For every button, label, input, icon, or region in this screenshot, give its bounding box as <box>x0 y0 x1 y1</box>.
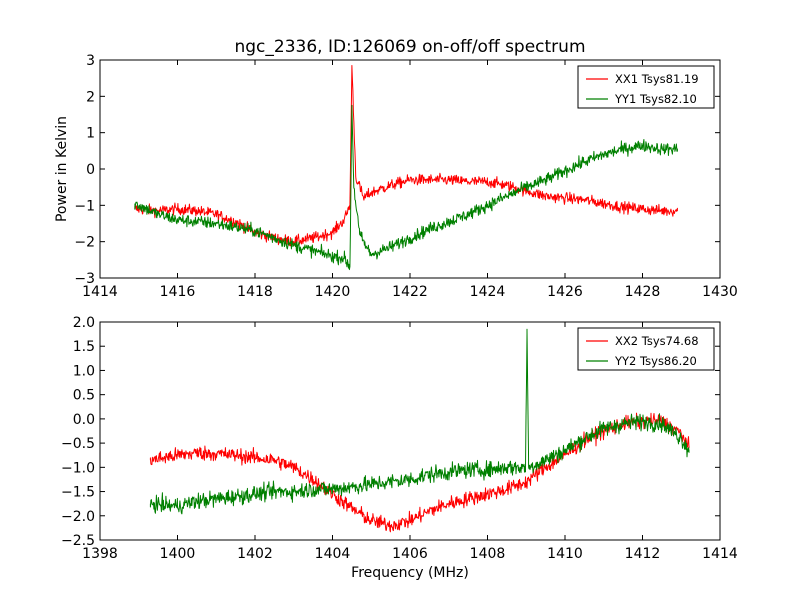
top-y-tick-label: 1 <box>86 126 95 142</box>
bottom-y-tick-label: −1.0 <box>61 460 95 476</box>
bottom-x-tick-label: 1398 <box>82 546 118 562</box>
top-y-tick-label: 0 <box>86 162 95 178</box>
top-x-tick-label: 1416 <box>160 284 196 300</box>
bottom-y-tick-label: 1.0 <box>73 363 95 379</box>
bottom-series-layer <box>149 328 690 533</box>
top-legend: XX1 Tsys81.19 YY1 Tsys82.10 <box>577 65 715 109</box>
top-x-tick-label: 1424 <box>470 284 506 300</box>
top-series-layer <box>134 65 678 271</box>
bottom-x-tick-label: 1408 <box>470 546 506 562</box>
bottom-x-tick-label: 1402 <box>237 546 273 562</box>
bottom-y-tick-label: 2.0 <box>73 315 95 331</box>
bottom-x-tick-label: 1404 <box>315 546 351 562</box>
top-spectrum-panel: 1414 1416 1418 1420 1422 1424 1426 1428 1430 −3 −2… <box>74 53 737 300</box>
bottom-y-tick-label: −0.5 <box>61 436 95 452</box>
top-y-tick-label: 3 <box>86 53 95 69</box>
bottom-y-tick-label: −1.5 <box>61 485 95 501</box>
bottom-legend: XX2 Tsys74.68 YY2 Tsys86.20 <box>577 327 715 371</box>
figure-title: ngc_2336, ID:126069 on-off/off spectrum <box>234 37 585 57</box>
bottom-y-tick-label: 0.5 <box>73 388 95 404</box>
bottom-legend-box <box>577 327 715 371</box>
bottom-series-1-line <box>149 412 690 533</box>
bottom-x-tick-label: 1414 <box>702 546 738 562</box>
top-series-1-line <box>134 65 678 247</box>
top-tick-layer: 1414 1416 1418 1420 1422 1424 1426 1428 1430 −3 −2… <box>74 53 737 300</box>
bottom-y-tick-label: −2.0 <box>61 509 95 525</box>
top-x-tick-label: 1422 <box>392 284 428 300</box>
bottom-y-tick-label: 1.5 <box>73 339 95 355</box>
x-axis-label: Frequency (MHz) <box>351 565 469 581</box>
top-x-tick-label: 1414 <box>82 284 118 300</box>
top-legend-box <box>577 65 715 109</box>
top-x-tick-label: 1428 <box>625 284 661 300</box>
top-x-tick-label: 1420 <box>315 284 351 300</box>
bottom-legend-label-2: YY2 Tsys86.20 <box>614 354 697 368</box>
top-legend-label-1: XX1 Tsys81.19 <box>615 72 699 86</box>
bottom-x-tick-label: 1406 <box>392 546 428 562</box>
top-y-tick-label: −3 <box>74 271 95 287</box>
top-x-tick-label: 1426 <box>547 284 583 300</box>
bottom-legend-label-1: XX2 Tsys74.68 <box>615 334 699 348</box>
bottom-tick-layer: 1398 1400 1402 1404 1406 1408 1410 1412 1414 −2.5… <box>61 315 738 562</box>
top-y-tick-label: −2 <box>74 235 95 251</box>
bottom-x-tick-label: 1410 <box>547 546 583 562</box>
bottom-spectrum-panel: 1398 1400 1402 1404 1406 1408 1410 1412 1414 −2.5… <box>61 315 738 562</box>
top-x-tick-label: 1430 <box>702 284 738 300</box>
bottom-x-tick-label: 1400 <box>160 546 196 562</box>
bottom-x-tick-label: 1412 <box>625 546 661 562</box>
top-series-2-line <box>134 104 678 271</box>
top-y-tick-label: −1 <box>74 198 95 214</box>
top-legend-label-2: YY1 Tsys82.10 <box>614 92 697 106</box>
bottom-y-tick-label: 0.0 <box>73 412 95 428</box>
top-y-tick-label: 2 <box>86 89 95 105</box>
bottom-series-2-line <box>149 328 690 515</box>
y-axis-label: Power in Kelvin <box>54 116 70 222</box>
bottom-y-tick-label: −2.5 <box>61 533 95 549</box>
top-x-tick-label: 1418 <box>237 284 273 300</box>
